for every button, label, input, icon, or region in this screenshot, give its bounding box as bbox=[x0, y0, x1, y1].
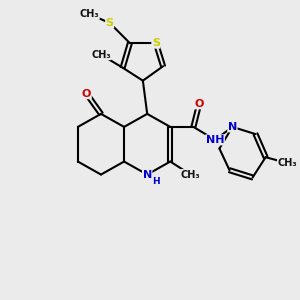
Text: CH₃: CH₃ bbox=[91, 50, 111, 60]
Text: O: O bbox=[82, 89, 91, 99]
Text: CH₃: CH₃ bbox=[278, 158, 297, 168]
Text: CH₃: CH₃ bbox=[181, 169, 200, 180]
Text: N: N bbox=[228, 122, 237, 132]
Text: S: S bbox=[106, 18, 114, 28]
Text: H: H bbox=[152, 177, 160, 186]
Text: N: N bbox=[142, 169, 152, 180]
Text: CH₃: CH₃ bbox=[80, 9, 99, 19]
Text: S: S bbox=[152, 38, 160, 48]
Text: O: O bbox=[194, 99, 204, 109]
Text: NH: NH bbox=[206, 135, 224, 145]
